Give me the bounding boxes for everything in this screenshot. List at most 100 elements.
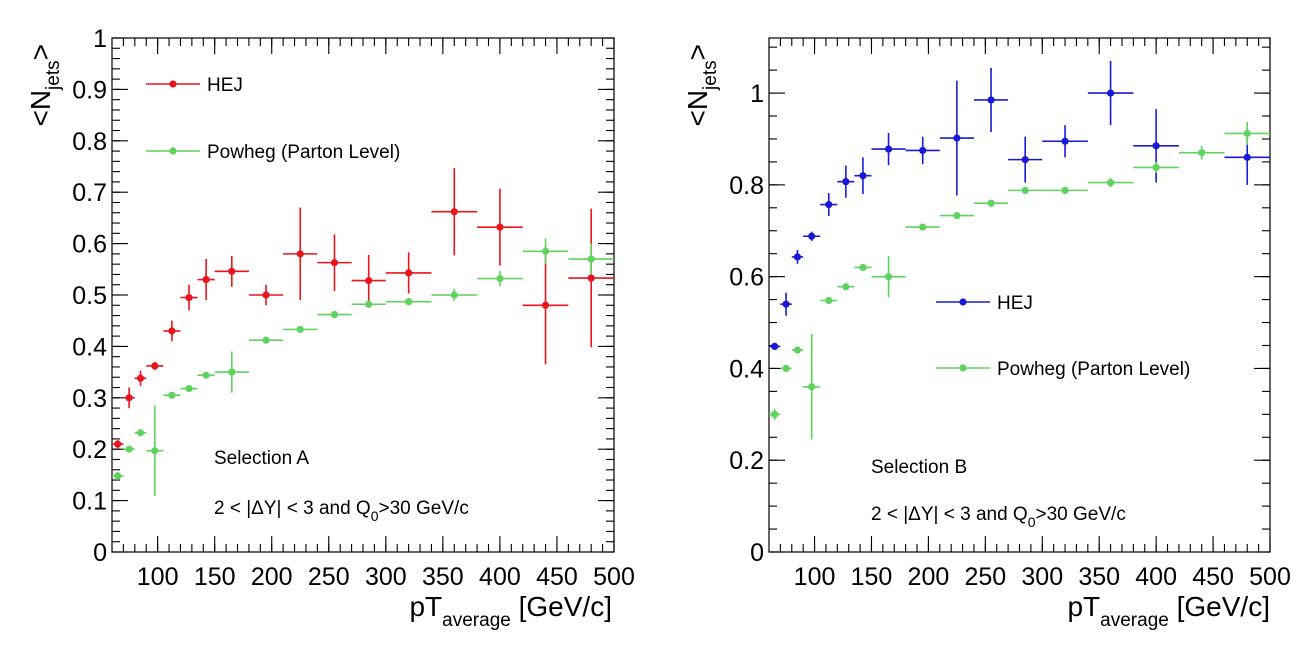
data-point bbox=[450, 208, 458, 216]
y-tick-label: 0.4 bbox=[729, 355, 764, 383]
y-tick-label: 0.8 bbox=[729, 172, 764, 200]
y-axis-title-subscript: jets bbox=[700, 60, 721, 91]
x-axis-title-subscript: average bbox=[1100, 610, 1169, 631]
chart-panel-2: 0 0.2 0.4 0.6 0.8 1 100 150 200 250 300 350 400 450 50… bbox=[682, 37, 1291, 631]
data-point bbox=[185, 293, 193, 302]
cut-label-subscript: 0 bbox=[371, 508, 379, 524]
x-axis-title-subscript: average bbox=[442, 610, 511, 631]
x-axis-title: pTaverage [GeV/c] bbox=[1067, 591, 1270, 631]
data-point bbox=[859, 172, 867, 180]
cut-label-rest: >30 GeV/c bbox=[379, 498, 469, 519]
y-tick-label: 0.1 bbox=[72, 488, 107, 516]
x-tick-label: 200 bbox=[251, 563, 293, 591]
data-point bbox=[114, 472, 122, 480]
series-hej bbox=[769, 60, 1270, 350]
data-point bbox=[825, 296, 833, 305]
data-point bbox=[771, 410, 779, 418]
y-axis-title: <Njets> bbox=[25, 44, 64, 127]
data-point bbox=[1198, 149, 1206, 157]
cut-label: 2 < |ΔY| < 3 and Q0>30 GeV/c bbox=[871, 504, 1126, 530]
data-point bbox=[330, 310, 339, 319]
x-tick-label: 250 bbox=[308, 563, 350, 591]
data-point bbox=[884, 273, 893, 281]
cut-label-main: 2 < |ΔY| < 3 and Q bbox=[214, 498, 371, 519]
selection-label: Selection B bbox=[871, 457, 967, 478]
y-tick-label: 0.3 bbox=[72, 385, 107, 413]
cut-label-rest: >30 GeV/c bbox=[1036, 504, 1126, 525]
x-axis-title-main: pT bbox=[409, 591, 442, 622]
x-tick-label: 450 bbox=[1192, 563, 1234, 591]
data-point bbox=[808, 232, 816, 240]
y-axis-title-main: <N bbox=[682, 90, 713, 127]
data-point bbox=[808, 383, 816, 391]
data-point bbox=[953, 212, 961, 220]
x-tick-label: 100 bbox=[137, 563, 179, 591]
y-tick-label: 0.2 bbox=[72, 436, 107, 464]
data-point bbox=[185, 384, 193, 393]
x-tick-label: 350 bbox=[422, 563, 464, 591]
data-point bbox=[202, 275, 210, 284]
data-point bbox=[262, 291, 270, 299]
data-point bbox=[1106, 89, 1115, 97]
x-tick-label: 400 bbox=[1135, 563, 1177, 591]
data-point bbox=[405, 298, 413, 306]
series-hej bbox=[112, 168, 614, 449]
legend-label: HEJ bbox=[207, 75, 243, 96]
data-point bbox=[151, 447, 159, 455]
data-point bbox=[296, 250, 304, 258]
x-tick-label: 350 bbox=[1078, 563, 1120, 591]
data-point bbox=[496, 223, 504, 231]
data-point bbox=[919, 146, 927, 155]
x-tick-label: 200 bbox=[908, 563, 950, 591]
chart-panel-1: 0 0.1 0.2 0.3 0.4 0.5 0.6 0.7 0.8 0.9 1 100 150 200 25… bbox=[25, 25, 635, 631]
legend: HEJ Powheg (Parton Level) bbox=[146, 75, 400, 163]
data-point bbox=[825, 200, 833, 209]
data-point bbox=[541, 301, 550, 309]
y-axis-title-close: > bbox=[682, 44, 713, 60]
legend-marker bbox=[959, 298, 967, 306]
cut-label-subscript: 0 bbox=[1028, 514, 1036, 530]
data-point bbox=[793, 253, 802, 261]
series-powheg bbox=[769, 121, 1270, 440]
x-tick-label: 400 bbox=[479, 563, 521, 591]
cut-label-main: 2 < |ΔY| < 3 and Q bbox=[871, 504, 1028, 525]
y-tick-label: 1 bbox=[93, 25, 107, 53]
data-point bbox=[987, 199, 995, 207]
data-point bbox=[405, 269, 413, 277]
x-tick-label: 100 bbox=[794, 563, 836, 591]
data-point bbox=[793, 346, 802, 354]
data-point bbox=[1243, 153, 1251, 161]
axis-ticks bbox=[112, 37, 615, 553]
x-tick-label: 500 bbox=[1249, 563, 1291, 591]
x-axis-title-unit: [GeV/c] bbox=[511, 591, 612, 622]
y-axis-title-main: <N bbox=[25, 90, 56, 127]
x-tick-label: 150 bbox=[194, 563, 236, 591]
data-point bbox=[953, 134, 961, 142]
legend-marker bbox=[959, 364, 967, 372]
data-point bbox=[1243, 129, 1251, 138]
x-tick-label: 250 bbox=[964, 563, 1006, 591]
data-point bbox=[1152, 142, 1160, 150]
data-point bbox=[884, 145, 893, 153]
data-point bbox=[136, 429, 145, 437]
data-point bbox=[262, 336, 270, 344]
data-point bbox=[842, 283, 850, 291]
data-point bbox=[1152, 163, 1160, 172]
y-tick-label: 0.6 bbox=[729, 264, 764, 292]
data-point bbox=[842, 178, 850, 186]
series-powheg bbox=[112, 238, 614, 496]
x-axis-title-unit: [GeV/c] bbox=[1169, 591, 1270, 622]
data-point bbox=[125, 394, 133, 402]
data-point bbox=[1021, 186, 1029, 194]
data-point bbox=[296, 325, 304, 334]
data-point bbox=[782, 300, 790, 308]
data-point bbox=[168, 391, 176, 399]
data-point bbox=[136, 374, 145, 382]
data-point bbox=[859, 263, 867, 272]
y-axis-title-close: > bbox=[25, 44, 56, 60]
data-point bbox=[496, 274, 504, 283]
data-point bbox=[450, 291, 458, 299]
data-point bbox=[1061, 137, 1069, 145]
